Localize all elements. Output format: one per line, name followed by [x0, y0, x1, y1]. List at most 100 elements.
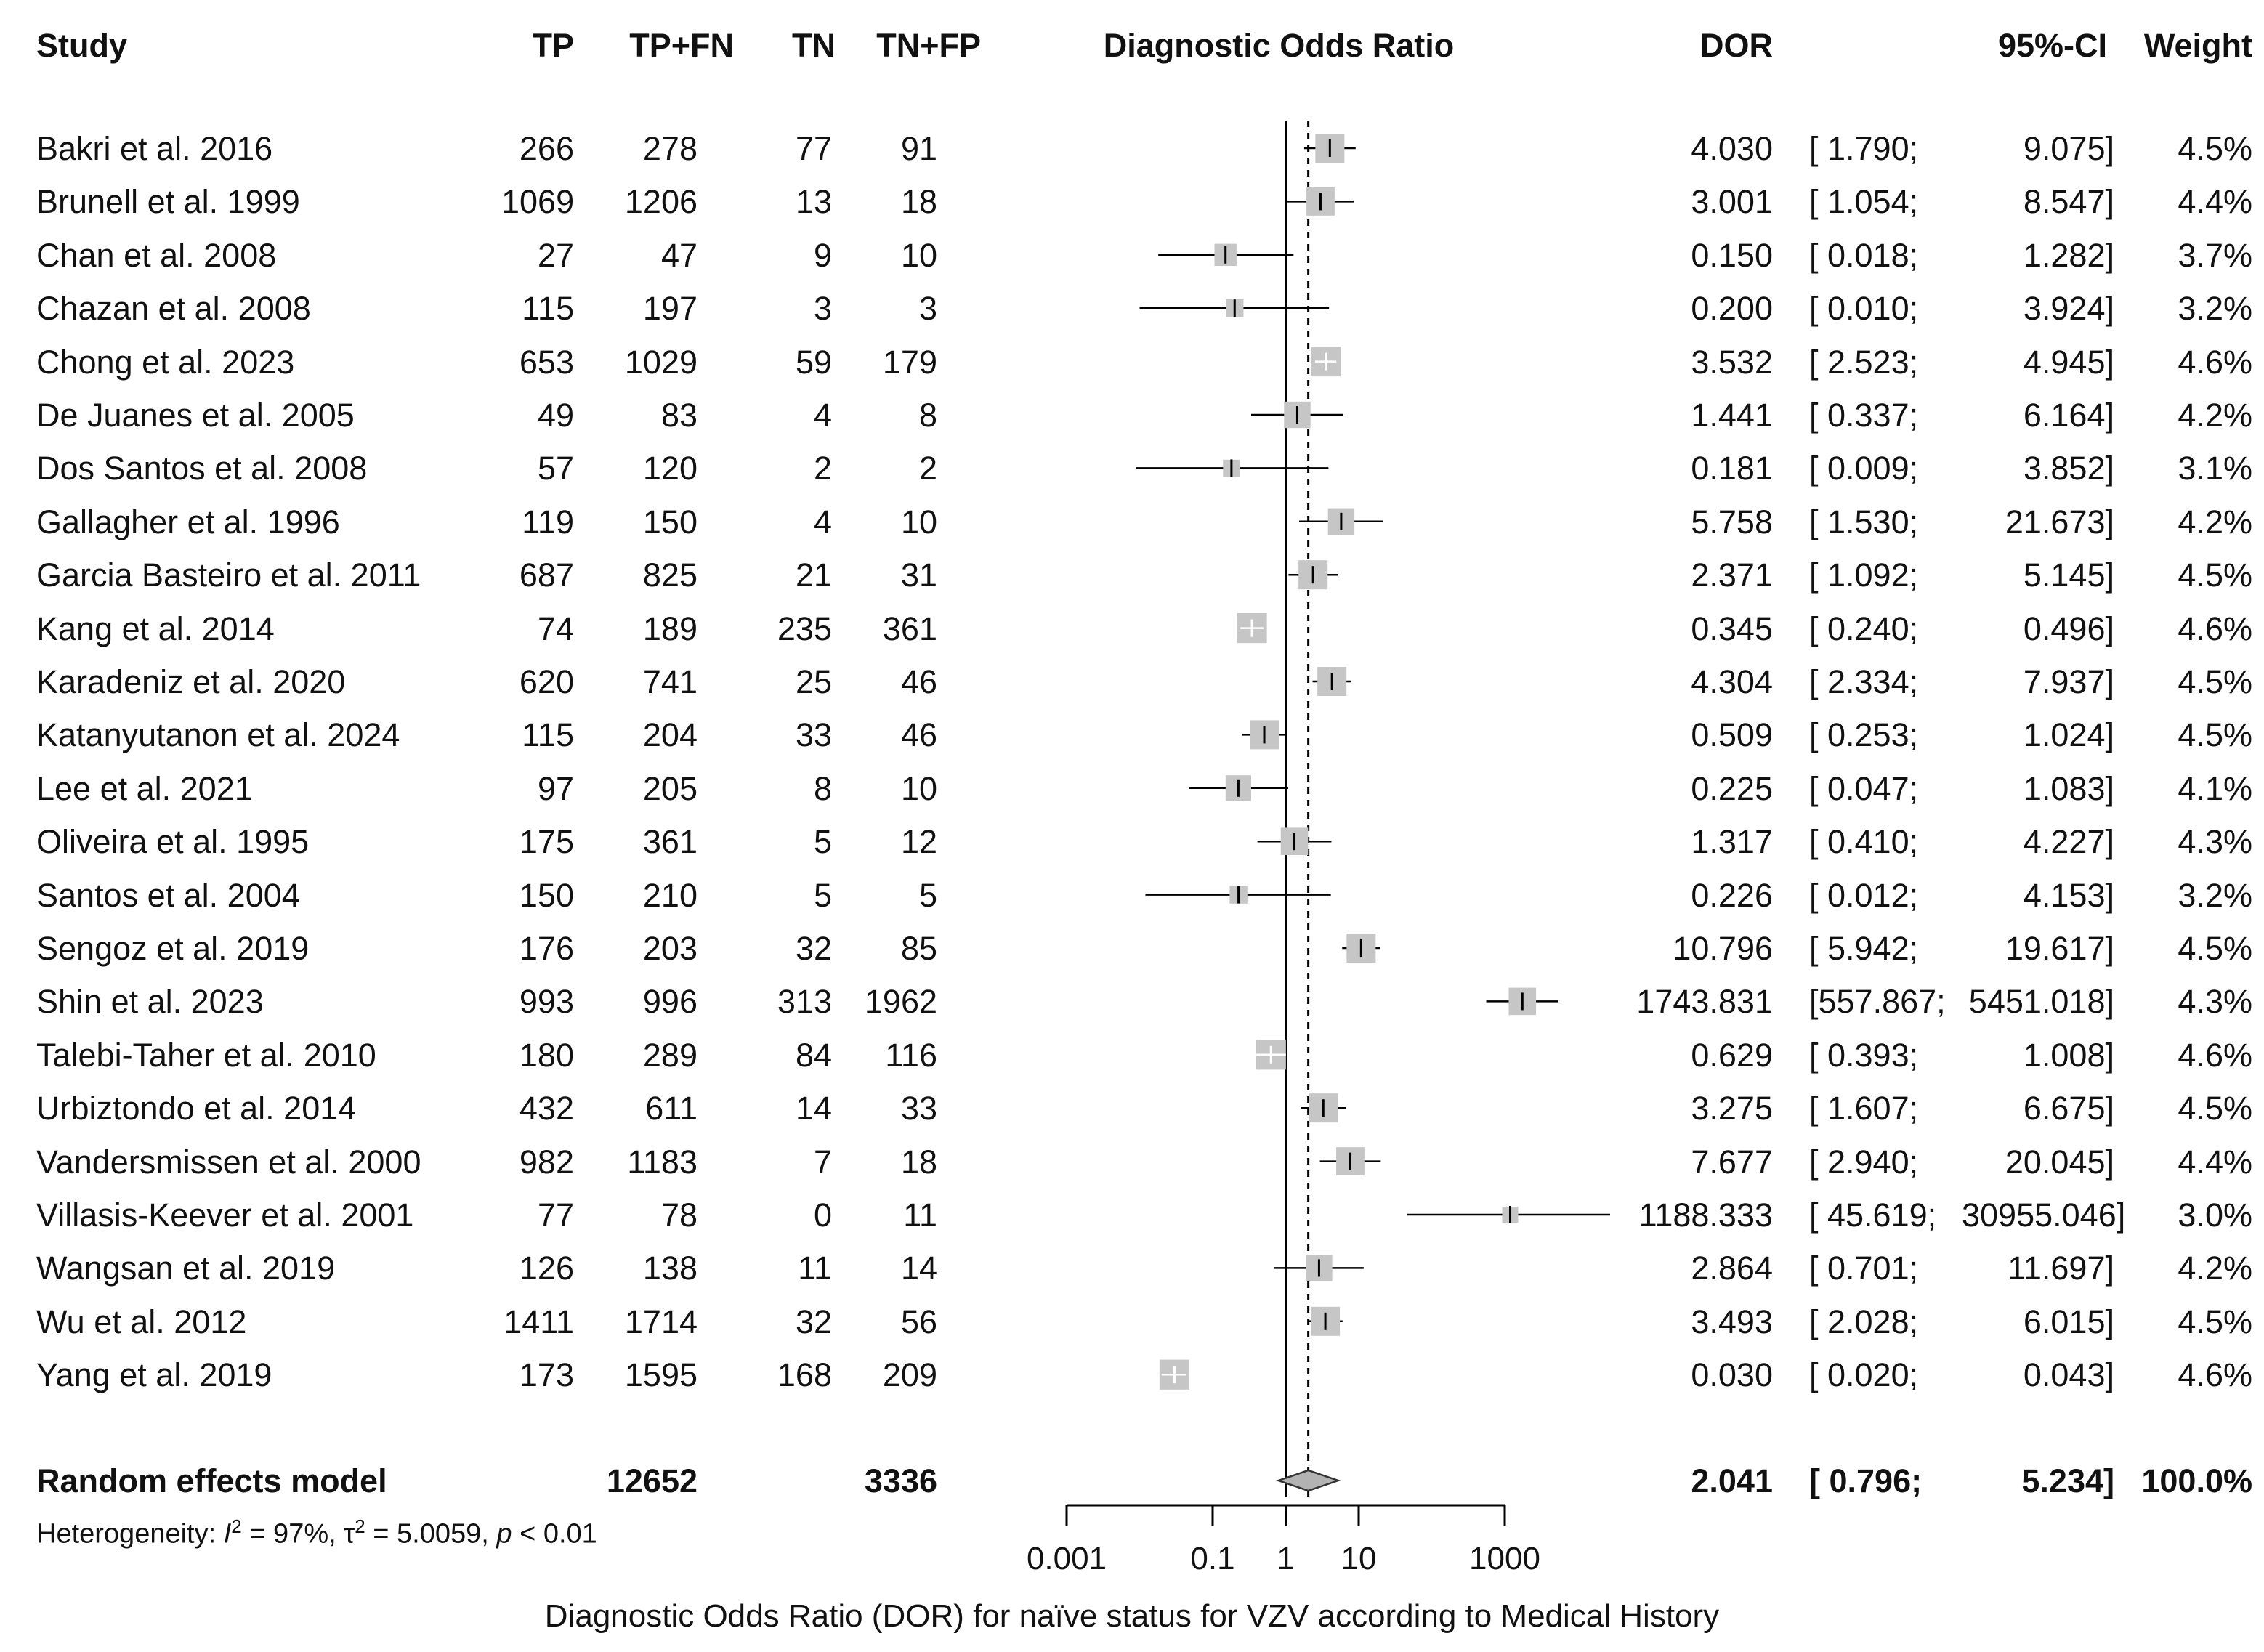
- ci-upper: 7.937]: [2023, 663, 2114, 700]
- study-name: Talebi-Taher et al. 2010: [36, 1036, 376, 1074]
- dor-value: 0.200: [1691, 290, 1773, 328]
- ci-lower: [ 0.253;: [1809, 716, 1919, 754]
- weight-value: 4.3%: [2178, 823, 2252, 861]
- header-study: Study: [36, 27, 128, 64]
- tpfn-value: 83: [660, 397, 698, 434]
- weight-value: 4.5%: [2178, 556, 2252, 594]
- tp-value: 266: [519, 130, 574, 167]
- tpfn-value: 611: [645, 1090, 698, 1127]
- ci-lower: [ 0.020;: [1809, 1356, 1919, 1394]
- tn-value: 4: [813, 503, 832, 540]
- study-name: Chazan et al. 2008: [36, 290, 311, 328]
- tp-value: 620: [519, 663, 574, 700]
- tpfn-value: 203: [642, 930, 698, 967]
- dor-value: 3.493: [1691, 1303, 1773, 1340]
- tpfn-value: 197: [642, 290, 698, 328]
- ci-upper: 0.043]: [2023, 1356, 2114, 1394]
- ci-upper: 5451.018]: [1968, 983, 2114, 1021]
- dor-value: 0.629: [1691, 1036, 1773, 1074]
- dor-value: 1188.333: [1638, 1197, 1773, 1234]
- tnfp-value: 18: [900, 1143, 937, 1181]
- tn-value: 9: [813, 236, 832, 274]
- dor-value: 3.001: [1691, 183, 1773, 221]
- weight-value: 4.5%: [2178, 130, 2252, 167]
- tnfp-value: 18: [900, 183, 937, 221]
- het-prefix: Heterogeneity:: [36, 1518, 224, 1550]
- tpfn-value: 150: [642, 503, 698, 540]
- het-i-symbol: I: [223, 1518, 232, 1550]
- ci-upper: 8.547]: [2023, 183, 2114, 221]
- ci-lower: [ 0.337;: [1809, 397, 1919, 434]
- tpfn-value: 1595: [624, 1356, 698, 1394]
- tp-value: 687: [519, 556, 574, 594]
- tnfp-value: 46: [900, 716, 937, 754]
- dor-value: 0.345: [1691, 610, 1773, 647]
- study-name: Wangsan et al. 2019: [36, 1250, 336, 1287]
- study-name: Bakri et al. 2016: [36, 130, 273, 167]
- dor-value: 0.225: [1691, 769, 1773, 807]
- pooled-diamond: [1275, 1469, 1341, 1492]
- tn-value: 14: [795, 1090, 832, 1127]
- weight-value: 4.6%: [2178, 1356, 2252, 1394]
- tn-value: 25: [795, 663, 832, 700]
- study-name: De Juanes et al. 2005: [36, 397, 355, 434]
- tnfp-value: 5: [918, 876, 937, 914]
- ci-lower: [ 1.092;: [1809, 556, 1919, 594]
- weight-value: 4.6%: [2178, 1036, 2252, 1074]
- study-name: Gallagher et al. 1996: [36, 503, 340, 540]
- tpfn-value: 210: [642, 876, 698, 914]
- weight-value: 3.7%: [2178, 236, 2252, 274]
- pooled-tpfn: 12652: [606, 1462, 698, 1499]
- tp-value: 27: [537, 236, 574, 274]
- header-tnfp: TN+FP: [876, 27, 981, 64]
- weight-value: 4.3%: [2178, 983, 2252, 1021]
- weight-value: 4.4%: [2178, 1143, 2252, 1181]
- tnfp-value: 11: [903, 1197, 937, 1234]
- ci-upper: 30955.046]: [1962, 1197, 2126, 1234]
- pooled-weight: 100.0%: [2141, 1462, 2252, 1499]
- dor-value: 5.758: [1691, 503, 1773, 540]
- header-ci: 95%-CI: [1997, 27, 2107, 64]
- study-name: Lee et al. 2021: [36, 769, 253, 807]
- ci-lower: [ 5.942;: [1809, 930, 1919, 967]
- tpfn-value: 996: [642, 983, 698, 1021]
- tpfn-value: 138: [642, 1250, 698, 1287]
- tp-value: 126: [519, 1250, 574, 1287]
- tp-value: 432: [519, 1090, 574, 1127]
- ci-upper: 21.673]: [2005, 503, 2114, 540]
- study-name: Dos Santos et al. 2008: [36, 450, 368, 487]
- weight-value: 3.2%: [2178, 290, 2252, 328]
- heterogeneity-note: Heterogeneity: I2 = 97%, τ2 = 5.0059, p …: [36, 1515, 597, 1550]
- ci-lower: [ 0.701;: [1809, 1250, 1919, 1287]
- study-name: Sengoz et al. 2019: [36, 930, 310, 967]
- tn-value: 77: [795, 130, 832, 167]
- het-tau-value: = 5.0059,: [365, 1518, 497, 1550]
- weight-value: 4.1%: [2178, 769, 2252, 807]
- ci-lower: [ 0.047;: [1809, 769, 1919, 807]
- weight-value: 3.1%: [2178, 450, 2252, 487]
- weight-value: 4.2%: [2178, 1250, 2252, 1287]
- x-tick-label: 0.001: [1027, 1541, 1107, 1576]
- tpfn-value: 1183: [627, 1143, 698, 1181]
- tp-value: 180: [519, 1036, 574, 1074]
- ci-lower: [ 1.530;: [1809, 503, 1919, 540]
- tpfn-value: 47: [660, 236, 698, 274]
- tp-value: 150: [519, 876, 574, 914]
- tnfp-value: 46: [900, 663, 937, 700]
- tnfp-value: 10: [900, 503, 937, 540]
- ci-upper: 3.924]: [2023, 290, 2114, 328]
- tn-value: 0: [813, 1197, 832, 1234]
- tn-value: 33: [795, 716, 832, 754]
- tn-value: 168: [777, 1356, 832, 1394]
- study-name: Villasis-Keever et al. 2001: [36, 1197, 414, 1234]
- tnfp-value: 91: [900, 130, 937, 167]
- tn-value: 32: [795, 1303, 832, 1340]
- ci-upper: 6.675]: [2023, 1090, 2114, 1127]
- tp-value: 1069: [501, 183, 575, 221]
- ci-upper: 9.075]: [2023, 130, 2114, 167]
- tnfp-value: 31: [900, 556, 937, 594]
- tnfp-value: 85: [900, 930, 937, 967]
- header-tpfn: TP+FN: [629, 27, 734, 64]
- ci-upper: 20.045]: [2005, 1143, 2114, 1181]
- study-name: Karadeniz et al. 2020: [36, 663, 346, 700]
